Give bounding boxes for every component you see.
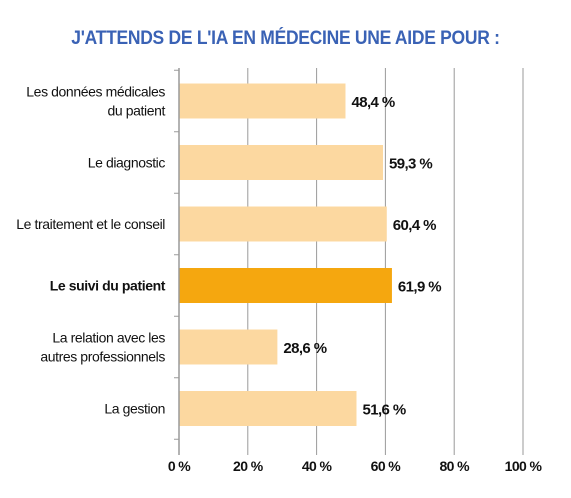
value-label: 59,3 % (389, 156, 432, 173)
bar (179, 391, 357, 426)
value-label: 51,6 % (363, 402, 406, 419)
x-tick-label: 60 % (371, 458, 402, 474)
bar (179, 206, 387, 242)
x-tick-label: 100 % (505, 458, 543, 474)
bar (179, 329, 278, 365)
x-tick-label: 80 % (439, 458, 470, 474)
chart-title: J'ATTENDS DE L'IA EN MÉDECINE UNE AIDE P… (71, 28, 500, 49)
category-label: Le suivi du patient (50, 278, 166, 294)
x-tick-label: 20 % (233, 458, 264, 474)
category-label: Le traitement et le conseil (16, 216, 165, 232)
bar (179, 83, 346, 119)
bar (179, 145, 383, 180)
category-label: autres professionnels (40, 349, 165, 365)
value-label: 60,4 % (393, 217, 436, 234)
bar (179, 268, 392, 303)
x-tick-label: 0 % (168, 458, 191, 474)
category-label: Le diagnostic (88, 155, 166, 171)
value-label: 48,4 % (351, 94, 394, 111)
value-label: 61,9 % (398, 279, 441, 296)
value-label: 28,6 % (283, 340, 326, 357)
category-label: La relation avec les (52, 330, 165, 346)
category-label: La gestion (104, 401, 165, 417)
category-label: Les données médicales (26, 84, 165, 100)
x-tick-label: 40 % (302, 458, 333, 474)
category-label: du patient (108, 103, 166, 119)
